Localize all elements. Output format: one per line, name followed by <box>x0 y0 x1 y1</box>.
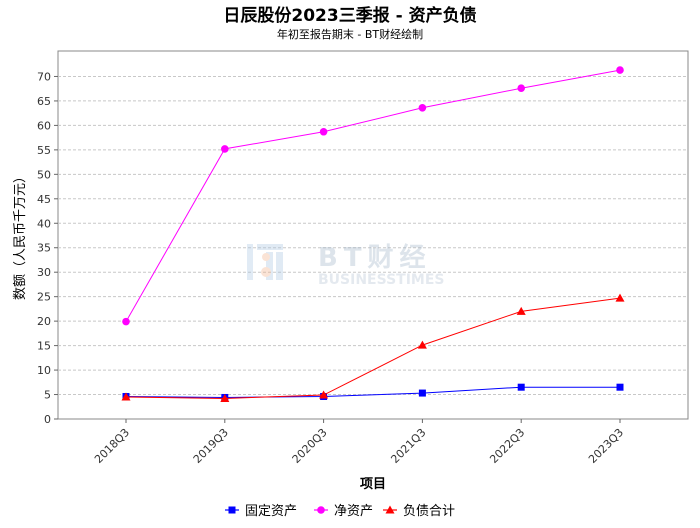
y-axis-label: 数额（人民币千万元） <box>13 170 28 300</box>
series-2 <box>121 293 625 402</box>
watermark-tagline: BUSINESSTIMES <box>318 272 445 288</box>
plot-area <box>57 50 689 420</box>
legend-label: 固定资产 <box>245 504 297 519</box>
data-point <box>122 317 130 326</box>
legend-marker <box>317 506 325 514</box>
y-tick-label: 0 <box>44 413 51 426</box>
y-tick-label: 15 <box>37 340 51 353</box>
legend-label: 净资产 <box>334 504 373 519</box>
legend-item: 固定资产 <box>225 504 297 519</box>
series-group <box>121 66 625 402</box>
data-point <box>319 390 329 399</box>
series-line <box>125 69 621 322</box>
x-tick-label: 2023Q3 <box>586 426 626 466</box>
data-point <box>418 389 426 397</box>
legend-marker <box>385 505 395 514</box>
x-tick-label: 2020Q3 <box>290 426 330 466</box>
y-tick-label: 50 <box>37 168 51 181</box>
chart-subtitle: 年初至报告期末 - BT财经绘制 <box>277 27 423 41</box>
series-line <box>125 386 620 398</box>
y-tick-label: 20 <box>37 315 51 328</box>
data-point <box>418 103 427 112</box>
data-point <box>517 84 525 93</box>
data-point <box>615 293 625 302</box>
data-point <box>417 340 427 349</box>
legend-marker <box>228 506 236 514</box>
series-line <box>125 297 621 399</box>
x-tick-label: 2018Q3 <box>92 426 132 466</box>
y-tick-label: 5 <box>44 389 51 402</box>
y-tick-label: 45 <box>37 193 51 206</box>
y-tick-label: 70 <box>37 70 51 83</box>
data-point <box>121 392 131 401</box>
data-point <box>517 383 525 391</box>
y-tick-label: 10 <box>37 364 51 377</box>
data-point <box>516 306 526 315</box>
watermark-brand: BT财经 <box>318 242 432 273</box>
data-point <box>221 145 229 153</box>
legend-item: 净资产 <box>314 504 373 519</box>
y-tick-label: 30 <box>37 266 51 279</box>
data-point <box>616 66 624 74</box>
x-tick-label: 2022Q3 <box>487 426 527 466</box>
chart-title: 日辰股份2023三季报 - 资产负债 <box>223 5 476 26</box>
legend-label: 负债合计 <box>403 504 455 519</box>
x-axis-label: 项目 <box>360 477 386 492</box>
legend: 固定资产 净资产 负债合计 <box>225 504 455 519</box>
data-point <box>616 383 624 391</box>
y-tick-label: 65 <box>37 95 51 108</box>
y-tick-label: 35 <box>37 242 51 255</box>
y-tick-label: 55 <box>37 144 51 157</box>
data-point <box>220 393 230 402</box>
watermark-logo-icon <box>247 244 283 280</box>
watermark: BT财经 BUSINESSTIMES <box>247 242 445 288</box>
y-tick-label: 25 <box>37 291 51 304</box>
legend-item: 负债合计 <box>383 504 455 519</box>
x-tick-label: 2021Q3 <box>388 426 428 466</box>
series-1 <box>122 66 624 326</box>
y-tick-label: 40 <box>37 217 51 230</box>
y-tick-label: 60 <box>37 119 51 132</box>
x-tick-label: 2019Q3 <box>191 426 231 466</box>
data-point <box>319 127 328 136</box>
